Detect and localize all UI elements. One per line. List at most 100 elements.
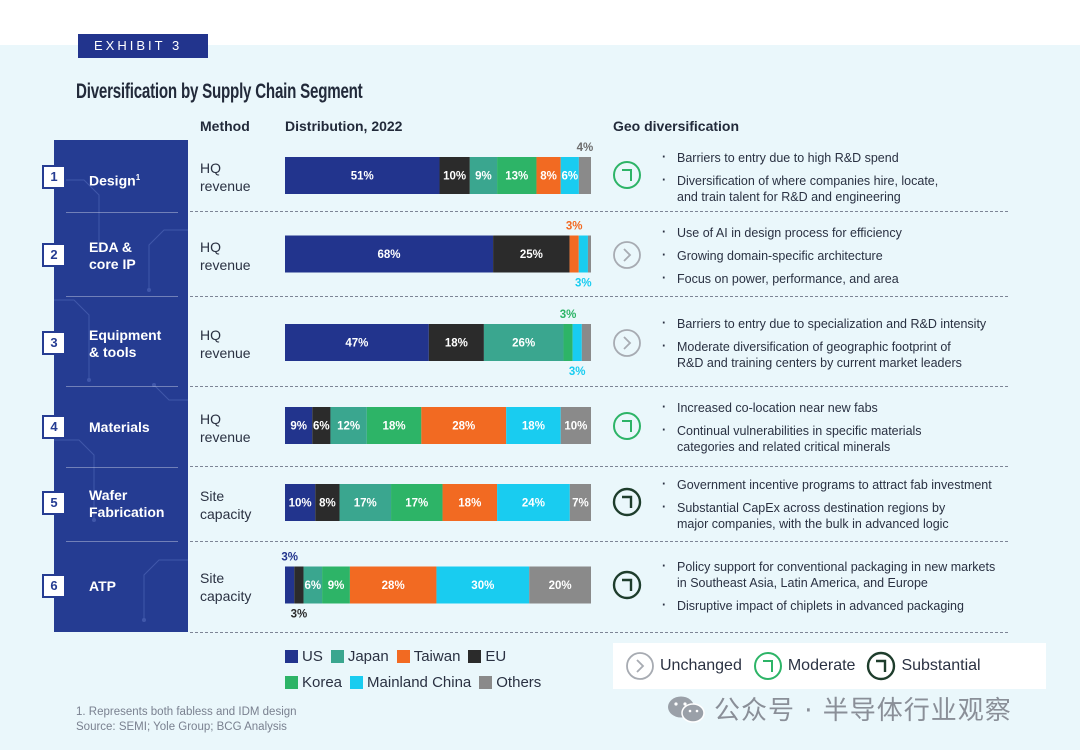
side-separator: [66, 212, 178, 213]
bar-segment-japan: [339, 484, 392, 521]
method-label: HQ revenue: [200, 239, 251, 273]
bar-segment-korea: [563, 324, 573, 361]
chart-title: Diversification by Supply Chain Segment: [76, 80, 363, 103]
bar-segment-mainland-china: [578, 235, 588, 273]
row-number: 5: [42, 491, 66, 515]
bar-value-label: 3%: [281, 552, 298, 564]
bar-segment-others: [529, 566, 591, 604]
unchanged-icon: [613, 329, 641, 357]
unchanged-icon: [613, 241, 641, 269]
geo-notes-eda: Use of AI in design process for efficien…: [660, 224, 902, 294]
bar-segment-us: [285, 407, 313, 444]
bar-segment-us: [285, 566, 295, 604]
bar-segment-mainland-china: [436, 566, 530, 604]
legend-swatch: [285, 650, 298, 663]
bar-value-label: 3%: [575, 278, 592, 290]
note-bullet: Policy support for conventional packagin…: [660, 558, 995, 591]
row-divider: [190, 296, 1008, 297]
moderate-change-icon: [753, 652, 782, 680]
geo-icon-arrow: [622, 420, 632, 432]
geo-icon-arrow: [622, 495, 633, 508]
bar-segment-us: [285, 235, 494, 273]
geo-icon-ring: [612, 487, 642, 517]
legend-swatch: [479, 676, 493, 689]
method-label: Site capacity: [200, 570, 252, 604]
geo-icon-ring: [613, 412, 641, 440]
bar-segment-eu: [493, 235, 570, 273]
bar-value-label: 26%: [512, 338, 535, 350]
distribution-header: Distribution, 2022: [285, 118, 403, 134]
bar-value-label: 51%: [351, 171, 374, 183]
bar-value-label: 8%: [319, 498, 336, 510]
note-bullet: Use of AI in design process for efficien…: [660, 224, 902, 241]
bar-value-label: 9%: [328, 580, 345, 592]
bar-segment-taiwan: [569, 235, 579, 273]
chart-legend-row-2: Korea Mainland China Others: [285, 674, 549, 691]
bar-segment-mainland-china: [497, 484, 570, 521]
geo-notes-materials: Increased co-location near new fabs Cont…: [660, 399, 922, 462]
bar-value-label: 6%: [561, 171, 578, 183]
legend-item-japan: Japan: [330, 648, 389, 665]
bar-segment-japan: [303, 566, 323, 604]
bar-value-label: 18%: [458, 498, 481, 510]
bar-segment-taiwan: [536, 157, 561, 194]
bar-value-label: 8%: [540, 171, 557, 183]
segment-name-materials: Materials: [89, 419, 150, 435]
geo-notes-atp: Policy support for conventional packagin…: [660, 558, 995, 621]
geo-icon-ring: [613, 241, 641, 269]
bar-value-label: 18%: [522, 421, 545, 433]
bar-segment-japan: [469, 157, 498, 194]
row-number: 2: [42, 243, 66, 267]
substantial-change-icon: [612, 487, 642, 517]
geo-icon-arrow: [623, 248, 632, 262]
bar-value-label: 3%: [291, 609, 308, 621]
bar-value-label: 30%: [471, 580, 494, 592]
bar-segment-eu: [312, 407, 331, 444]
bar-segment-eu: [428, 324, 484, 361]
bar-value-label: 4%: [577, 142, 594, 154]
bar-value-label: 10%: [564, 421, 587, 433]
legend-item-taiwan: Taiwan: [396, 648, 460, 665]
unchanged-icon: [626, 652, 654, 680]
bar-value-label: 10%: [443, 171, 466, 183]
method-header: Method: [200, 118, 250, 134]
legend-swatch: [350, 676, 364, 689]
segment-name-equipment: Equipment & tools: [89, 327, 162, 360]
note-bullet: Increased co-location near new fabs: [660, 399, 922, 416]
bar-value-label: 28%: [452, 421, 475, 433]
note-bullet: Moderate diversification of geographic f…: [660, 338, 986, 371]
bar-segment-us: [285, 157, 440, 194]
note-bullet: Diversification of where companies hire,…: [660, 172, 938, 205]
geo-diversification-header: Geo diversification: [613, 118, 740, 134]
geo-legend-substantial: Substantial: [866, 651, 981, 681]
footnote-block: 1. Represents both fabless and IDM desig…: [76, 705, 297, 735]
bar-segment-korea: [366, 407, 422, 444]
note-bullet: Continual vulnerabilities in specific ma…: [660, 422, 922, 455]
geo-icon-arrow: [622, 169, 632, 181]
row-number: 1: [42, 165, 66, 189]
note-bullet: Focus on power, performance, and area: [660, 270, 902, 287]
geo-icon-arrow: [622, 578, 633, 591]
legend-item-us: US: [285, 648, 323, 665]
row-divider: [190, 632, 1008, 633]
bar-value-label: 68%: [378, 249, 401, 261]
row-divider: [190, 386, 1008, 387]
bar-segment-korea: [391, 484, 443, 521]
bar-value-label: 18%: [383, 421, 406, 433]
moderate-change-icon: [613, 161, 641, 189]
bar-value-label: 9%: [290, 421, 307, 433]
bar-segment-taiwan: [421, 407, 507, 444]
bar-value-label: 28%: [382, 580, 405, 592]
legend-item-mainland-china: Mainland China: [350, 674, 471, 691]
circuit-pattern-decoration: [54, 179, 188, 622]
legend-swatch: [285, 676, 298, 689]
bar-segment-us: [285, 484, 316, 521]
bar-segment-eu: [315, 484, 340, 521]
bar-value-label: 47%: [345, 338, 368, 350]
bar-segment-japan: [483, 324, 564, 361]
side-separator: [66, 541, 178, 542]
note-bullet: Substantial CapEx across destination reg…: [660, 499, 992, 532]
legend-item-korea: Korea: [285, 674, 342, 691]
chart-legend-row-1: US Japan Taiwan EU: [285, 648, 514, 665]
note-bullet: Growing domain-specific architecture: [660, 247, 902, 264]
